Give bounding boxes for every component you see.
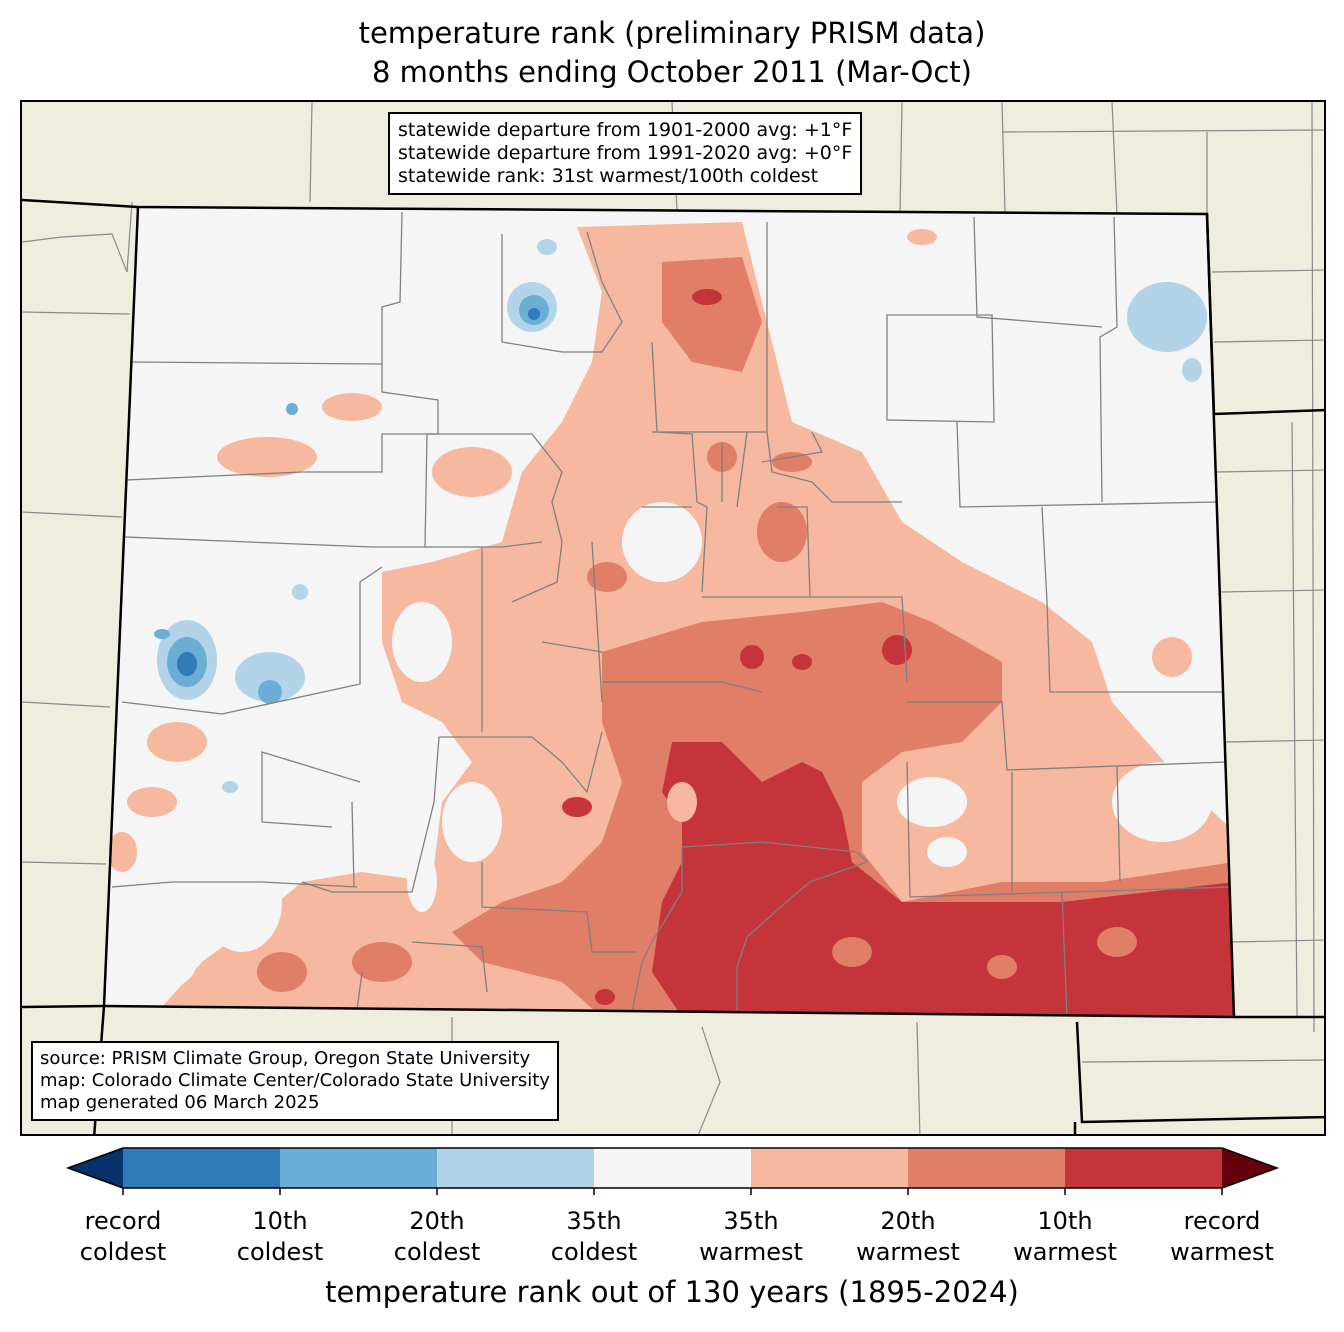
light-warm-holes [667,782,697,822]
tick-label-direction: coldest [550,1238,638,1266]
colorbar-tick-label: record warmest [1147,1206,1297,1268]
tick-label-direction: coldest [79,1238,167,1266]
statewide-stats-box: statewide departure from 1901-2000 avg: … [388,112,863,195]
tick-label-rank: 20th [409,1207,465,1235]
stats-line-rank: statewide rank: 31st warmest/100th colde… [398,165,819,187]
colorbar-tick-label: 35th warmest [676,1206,826,1268]
colorbar-tick-label: 10th warmest [990,1206,1140,1268]
colorbar-segment [908,1148,1066,1188]
map-title-line2: 8 months ending October 2011 (Mar-Oct) [371,55,972,89]
tick-label-direction: warmest [1013,1238,1117,1266]
mid-warm-holes [832,927,1137,979]
source-info-box: source: PRISM Climate Group, Oregon Stat… [31,1041,559,1121]
colorbar-segment [280,1148,438,1188]
tick-label-rank: 35th [723,1207,779,1235]
rank-shading [107,222,1234,1017]
generated-date-line: map generated 06 March 2025 [40,1092,320,1113]
map-canvas [22,102,1324,1134]
colorbar-segment [437,1148,595,1188]
tick-label-rank: 20th [880,1207,936,1235]
tick-label-direction: warmest [856,1238,960,1266]
colorbar-segment [1065,1148,1223,1188]
tick-label-rank: record [1183,1207,1261,1235]
neutral-holes [107,502,1212,992]
tick-label-rank: record [84,1207,162,1235]
tick-label-rank: 10th [252,1207,308,1235]
colorbar-tick-label: record coldest [48,1206,198,1268]
colorbar-axis-label: temperature rank out of 130 years (1895-… [325,1275,1019,1309]
colorbar-extend-warmest [1222,1148,1277,1188]
source-line: source: PRISM Climate Group, Oregon Stat… [40,1048,531,1069]
colorbar-tick-label: 35th coldest [519,1206,669,1268]
colorbar-tick-label: 20th warmest [833,1206,983,1268]
tick-label-direction: coldest [393,1238,481,1266]
colorbar-segment [594,1148,752,1188]
stats-line-1991-2020: statewide departure from 1991-2020 avg: … [398,142,853,164]
colorbar-tick-label: 20th coldest [362,1206,512,1268]
map-credit-line: map: Colorado Climate Center/Colorado St… [40,1070,550,1091]
colorbar [65,1147,1280,1195]
stats-line-1901-2000: statewide departure from 1901-2000 avg: … [398,119,853,141]
tick-label-rank: 35th [566,1207,622,1235]
light-warm-regions [107,222,1234,1017]
colorado-temperature-rank-map [20,100,1326,1136]
colorbar-segment [123,1148,281,1188]
map-title-line1: temperature rank (preliminary PRISM data… [358,16,986,50]
strong-cold-regions [177,308,540,676]
tick-label-direction: warmest [1170,1238,1274,1266]
tick-label-direction: coldest [236,1238,324,1266]
tick-label-rank: 10th [1037,1207,1093,1235]
county-lines [111,211,1233,1017]
colorbar-segment [751,1148,909,1188]
tick-label-direction: warmest [699,1238,803,1266]
colorbar-extend-coldest [68,1148,123,1188]
colorbar-tick-label: 10th coldest [205,1206,355,1268]
strong-warm-regions [562,289,1234,1017]
